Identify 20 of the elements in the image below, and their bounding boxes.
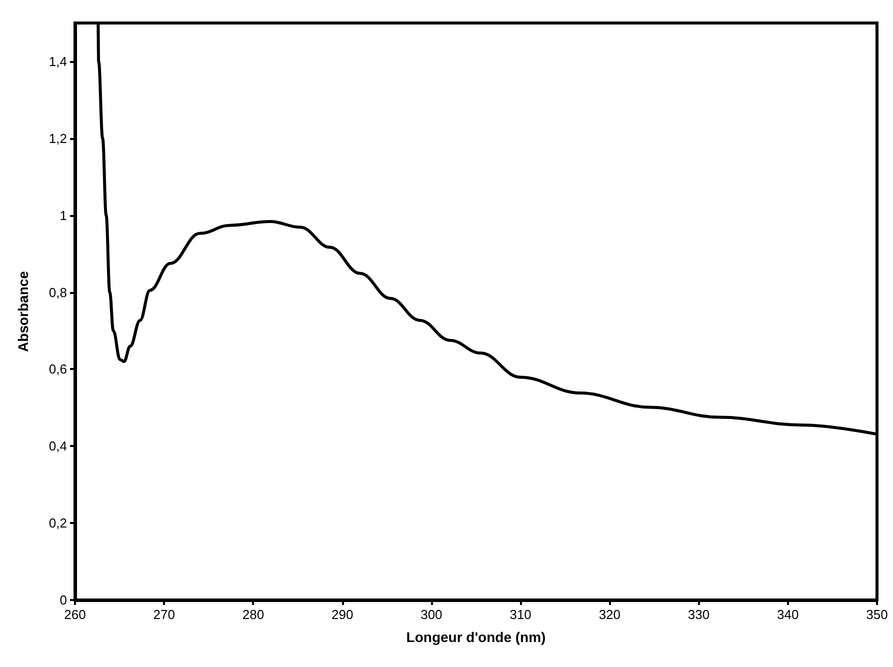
y-tick-label: 0,6: [48, 362, 67, 377]
y-tick-label: 0,2: [48, 516, 67, 531]
y-tick-label: 0,4: [48, 438, 67, 454]
y-tick-label: 1: [60, 208, 67, 223]
x-tick-label: 290: [331, 607, 354, 622]
x-tick-label: 280: [242, 607, 264, 622]
x-tick-label: 310: [510, 607, 532, 622]
y-tick-label: 0,8: [48, 284, 67, 300]
y-tick-label: 1,4: [48, 54, 67, 69]
x-tick-label: 320: [598, 607, 621, 622]
x-tick-label: 340: [777, 607, 799, 622]
x-tick-label: 270: [153, 607, 175, 622]
y-tick-label: 1,2: [48, 130, 67, 146]
y-tick-label: 0: [60, 592, 67, 608]
x-tick-label: 300: [420, 607, 442, 622]
x-tick-label: 350: [866, 607, 888, 622]
x-axis-title: Longeur d'onde (nm): [406, 629, 546, 645]
x-tick-label: 260: [64, 607, 86, 622]
x-tick-label: 330: [688, 607, 710, 622]
y-axis-title: Absorbance: [15, 270, 31, 352]
